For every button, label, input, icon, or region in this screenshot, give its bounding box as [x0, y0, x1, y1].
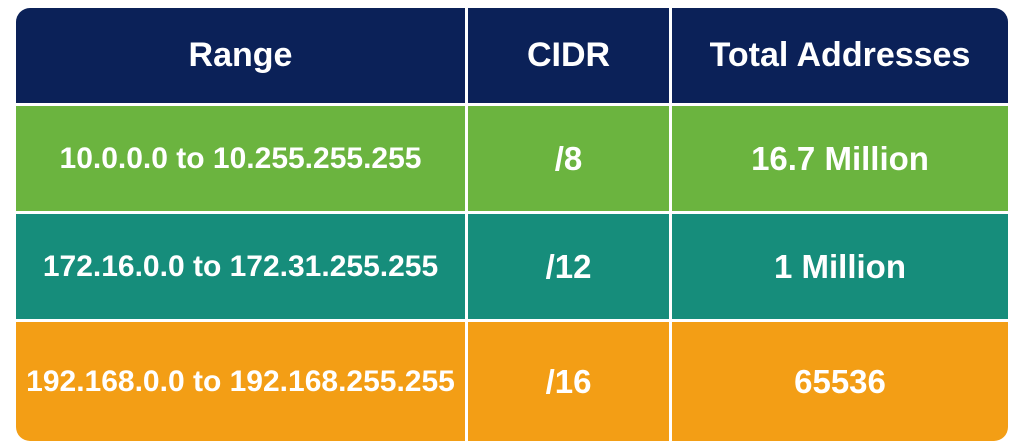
header-total-addresses: Total Addresses	[672, 8, 1008, 103]
private-ip-ranges-table: Range CIDR Total Addresses 10.0.0.0 to 1…	[16, 8, 1008, 441]
row-3-range: 192.168.0.0 to 192.168.255.255	[16, 319, 468, 441]
row-3-total: 65536	[672, 319, 1008, 441]
row-2-cidr: /12	[468, 211, 672, 319]
row-2-range: 172.16.0.0 to 172.31.255.255	[16, 211, 468, 319]
header-range: Range	[16, 8, 468, 103]
row-1-cidr: /8	[468, 103, 672, 211]
row-1-range: 10.0.0.0 to 10.255.255.255	[16, 103, 468, 211]
header-cidr: CIDR	[468, 8, 672, 103]
row-1-total: 16.7 Million	[672, 103, 1008, 211]
row-3-cidr: /16	[468, 319, 672, 441]
row-2-total: 1 Million	[672, 211, 1008, 319]
